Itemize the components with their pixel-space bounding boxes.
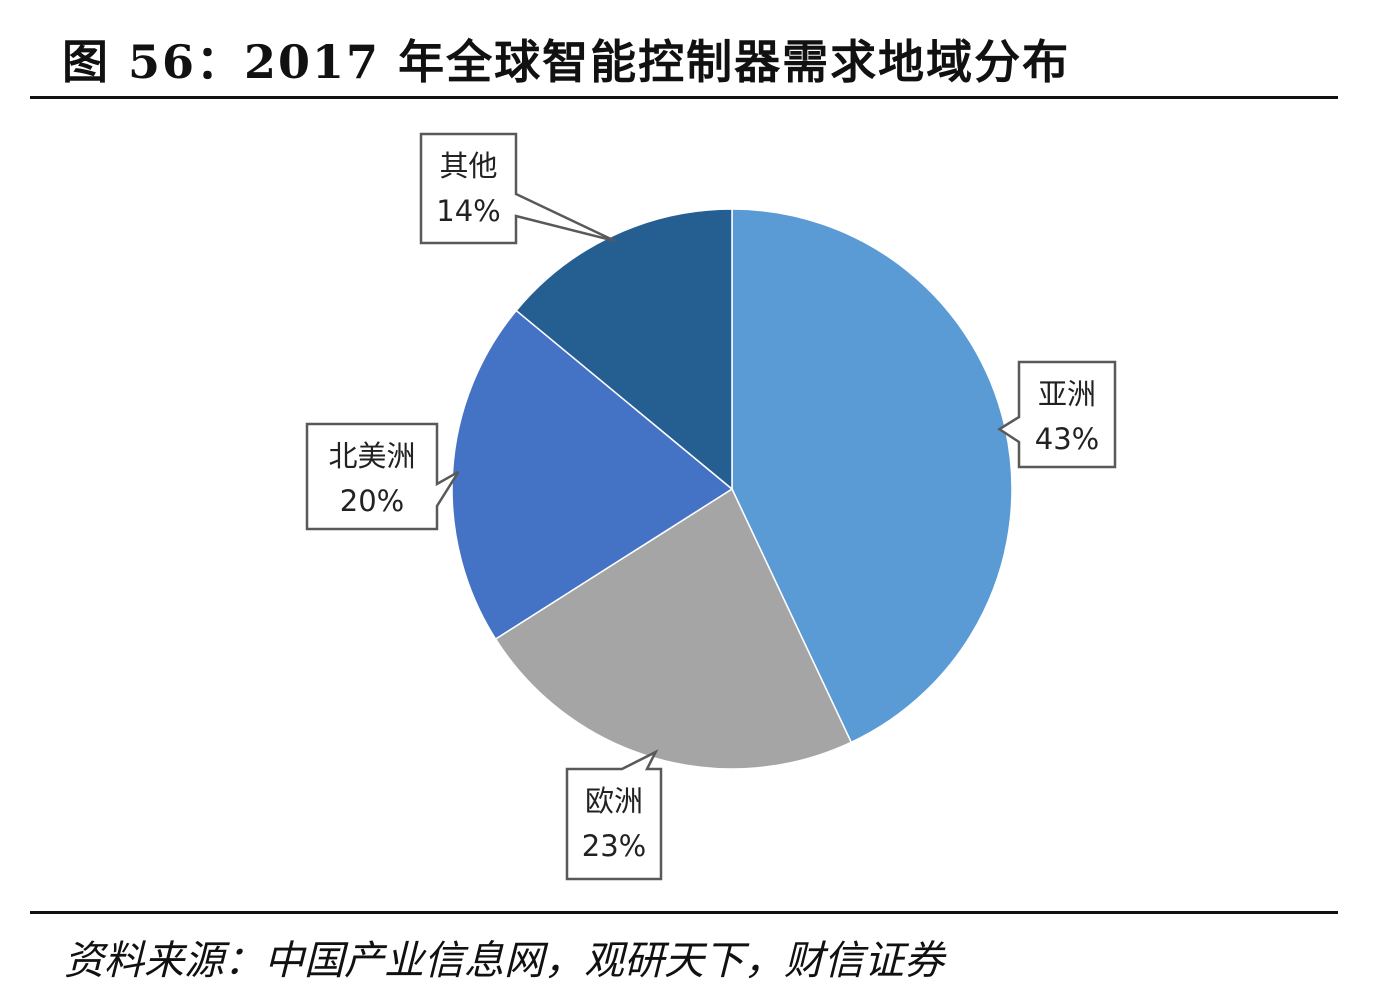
pie-slice: [451, 309, 734, 641]
callout-box: [305, 422, 460, 531]
figure-title: 图 56：2017 年全球智能控制器需求地域分布: [62, 35, 1071, 89]
pie-slices: [451, 208, 1013, 770]
callout-box: [419, 132, 616, 245]
slice-value-label: 43%: [1035, 422, 1099, 456]
slice-value-label: 23%: [582, 829, 646, 863]
pie-slice: [515, 208, 733, 491]
slice-label: 亚洲: [1038, 377, 1096, 411]
pie-callouts: 亚洲 43% 欧洲 23% 北美洲 20% 其他 14%: [305, 132, 1117, 881]
slice-value-label: 14%: [436, 194, 500, 228]
slice-label: 北美洲: [328, 439, 415, 473]
slice-label: 欧洲: [585, 784, 643, 818]
callout-box: [997, 360, 1117, 469]
top-rule: [30, 96, 1338, 99]
source-note: 资料来源：中国产业信息网，观研天下，财信证券: [64, 938, 944, 984]
slice-value-label: 20%: [340, 484, 404, 518]
bottom-rule: [30, 911, 1338, 914]
slice-label: 其他: [439, 149, 497, 183]
callout-box: [565, 749, 663, 881]
